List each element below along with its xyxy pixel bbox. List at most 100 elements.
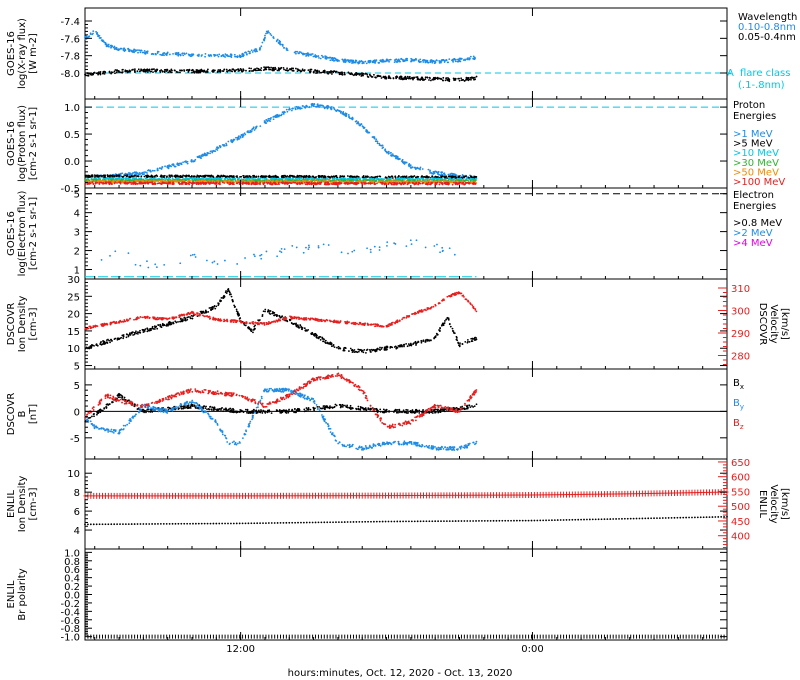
data-point (264, 36, 266, 39)
data-point (396, 59, 399, 62)
data-point (290, 182, 293, 185)
data-point (248, 70, 251, 73)
data-point (208, 54, 211, 57)
data-point (452, 60, 455, 63)
data-point (219, 68, 222, 71)
data-point (146, 71, 149, 73)
data-point (212, 71, 215, 73)
data-point (156, 52, 159, 55)
data-point (174, 174, 177, 177)
data-point (395, 60, 397, 63)
data-point (259, 125, 262, 128)
data-point (459, 177, 461, 180)
data-point (401, 158, 404, 161)
goes-electron-frame (84, 187, 728, 280)
data-point (88, 182, 91, 185)
enlil-polarity-frame (84, 548, 728, 641)
data-point (379, 180, 382, 183)
data-point (237, 68, 239, 71)
data-point (121, 68, 124, 71)
data-point (181, 181, 184, 184)
data-point (107, 175, 110, 178)
data-point (315, 183, 318, 186)
data-point (278, 42, 281, 45)
goes-xray-frame (84, 7, 728, 100)
data-point (297, 106, 299, 108)
data-point (319, 175, 322, 178)
data-point (391, 153, 394, 156)
data-point (152, 183, 155, 185)
data-point (140, 182, 143, 184)
data-point (226, 70, 228, 73)
data-point (419, 60, 421, 63)
data-point (389, 77, 392, 80)
data-point (148, 68, 151, 71)
data-point (127, 48, 129, 50)
data-point (341, 71, 344, 74)
data-point (290, 174, 293, 177)
data-point (235, 68, 238, 71)
data-point (84, 178, 86, 181)
data-point (451, 175, 454, 178)
data-point (257, 67, 260, 70)
data-point (298, 69, 301, 72)
data-point (338, 60, 341, 62)
data-point (434, 183, 437, 186)
data-point (221, 143, 224, 146)
data-point (145, 51, 148, 54)
data-point (106, 177, 109, 179)
data-point (179, 162, 181, 165)
data-point (124, 48, 127, 51)
data-point (418, 78, 420, 81)
data-point (99, 73, 102, 75)
data-point (460, 77, 463, 80)
data-point (296, 68, 299, 71)
data-point (273, 68, 276, 71)
data-point (104, 42, 107, 45)
data-point (166, 51, 169, 54)
data-point (186, 162, 189, 165)
data-point (395, 154, 397, 157)
data-point (316, 70, 319, 73)
data-point (346, 59, 349, 61)
data-point (351, 62, 353, 64)
data-point (250, 49, 253, 52)
data-point (261, 176, 264, 179)
data-point (241, 55, 244, 58)
data-point (286, 110, 289, 113)
data-point (215, 148, 218, 151)
data-point (327, 56, 330, 59)
data-point (437, 173, 440, 176)
data-point (191, 159, 193, 162)
data-point (351, 116, 354, 119)
data-point (235, 136, 237, 139)
data-point (161, 166, 164, 168)
data-point (130, 183, 133, 185)
data-point (426, 182, 429, 185)
data-point (204, 179, 207, 182)
data-point (262, 178, 264, 180)
data-point (419, 166, 422, 169)
data-point (97, 179, 100, 182)
data-point (404, 77, 407, 80)
data-point (91, 33, 94, 36)
goes-xray-marks (84, 30, 733, 83)
data-point (343, 175, 346, 178)
data-point (461, 183, 463, 185)
data-point (397, 177, 400, 180)
data-point (438, 183, 441, 186)
data-point (187, 53, 190, 56)
data-point (236, 138, 239, 141)
data-point (254, 49, 257, 52)
data-point (415, 76, 418, 78)
data-point (164, 165, 166, 168)
data-point (327, 105, 329, 108)
data-point (111, 71, 114, 74)
data-point (256, 183, 258, 185)
data-point (475, 75, 478, 78)
data-point (416, 176, 419, 178)
data-point (283, 110, 286, 113)
data-point (255, 125, 258, 128)
data-point (134, 71, 136, 73)
data-point (409, 164, 412, 167)
